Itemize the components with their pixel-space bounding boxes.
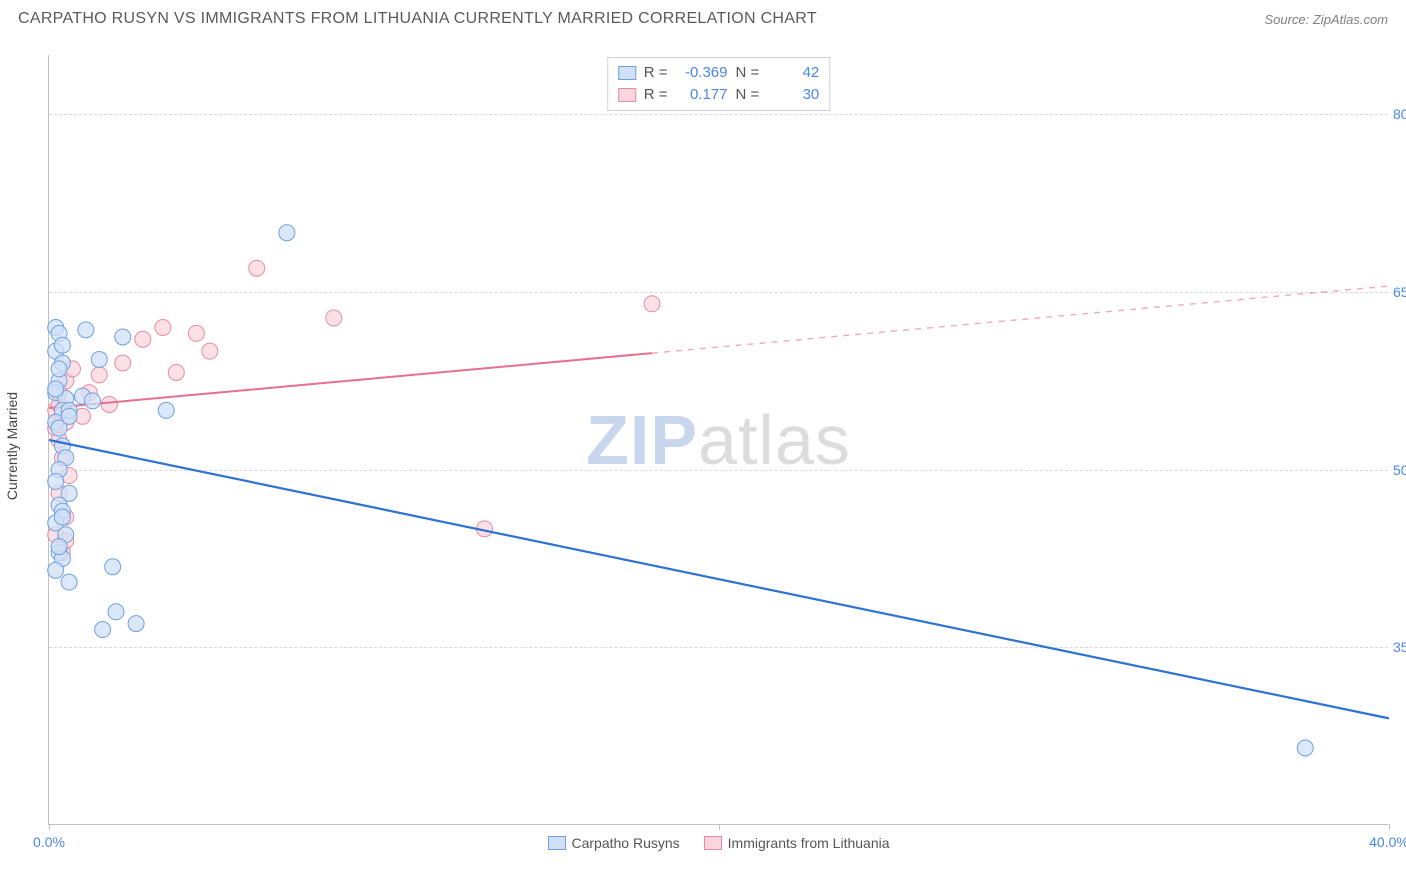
series-a-point [61,574,77,590]
series-a-swatch [618,66,636,80]
r-label: R = [644,84,668,106]
series-a-point [279,225,295,241]
series-b-point [135,331,151,347]
series-b-swatch [618,88,636,102]
series-a-point [48,381,64,397]
series-a-point [51,539,67,555]
y-tick-label: 65.0% [1393,284,1406,300]
series-a-point [61,408,77,424]
stats-row: R = -0.369 N = 42 [618,62,820,84]
r-label: R = [644,62,668,84]
x-tick-mark [1389,824,1390,830]
y-axis-label: Currently Married [4,392,20,500]
n-label: N = [736,84,760,106]
series-b-point [202,343,218,359]
series-b-point [168,364,184,380]
series-b-regression-line [49,353,652,408]
n-label: N = [736,62,760,84]
series-b-point [249,260,265,276]
series-a-point [54,509,70,525]
series-b-point [115,355,131,371]
legend-item: Carpatho Rusyns [547,835,679,851]
series-b-point [644,296,660,312]
series-b-point [101,396,117,412]
series-a-point [78,322,94,338]
chart-title: CARPATHO RUSYN VS IMMIGRANTS FROM LITHUA… [18,10,817,28]
series-a-point [48,473,64,489]
r-value: -0.369 [676,62,728,84]
series-a-swatch [547,836,565,850]
stats-row: R = 0.177 N = 30 [618,84,820,106]
plot-area: ZIPatlas 35.0%50.0%65.0%80.0% R = -0.369… [48,55,1388,825]
series-a-point [128,616,144,632]
x-tick-mark [49,824,50,830]
legend-label: Carpatho Rusyns [571,835,679,851]
legend-item: Immigrants from Lithuania [704,835,890,851]
bottom-legend: Carpatho Rusyns Immigrants from Lithuani… [547,835,889,851]
stats-legend-box: R = -0.369 N = 42 R = 0.177 N = 30 [607,57,831,111]
series-a-regression-line [49,440,1389,718]
series-a-point [54,337,70,353]
series-a-point [85,393,101,409]
series-b-swatch [704,836,722,850]
y-tick-label: 80.0% [1393,106,1406,122]
series-b-point [155,319,171,335]
series-b-point [188,325,204,341]
series-a-point [91,351,107,367]
y-tick-label: 35.0% [1393,639,1406,655]
series-a-point [51,361,67,377]
series-a-point [105,559,121,575]
series-b-point [326,310,342,326]
source-attribution: Source: ZipAtlas.com [1264,12,1388,27]
r-value: 0.177 [676,84,728,106]
series-a-point [115,329,131,345]
series-a-point [158,402,174,418]
legend-label: Immigrants from Lithuania [728,835,890,851]
series-b-point [91,367,107,383]
series-a-point [1297,740,1313,756]
series-a-point [108,604,124,620]
series-a-point [95,622,111,638]
x-tick-label: 40.0% [1369,834,1406,850]
y-tick-label: 50.0% [1393,462,1406,478]
n-value: 30 [767,84,819,106]
series-a-point [48,562,64,578]
x-tick-mark [719,824,720,830]
scatter-svg [49,55,1388,824]
x-tick-label: 0.0% [33,834,65,850]
series-b-regression-line-dashed [652,286,1389,353]
n-value: 42 [767,62,819,84]
